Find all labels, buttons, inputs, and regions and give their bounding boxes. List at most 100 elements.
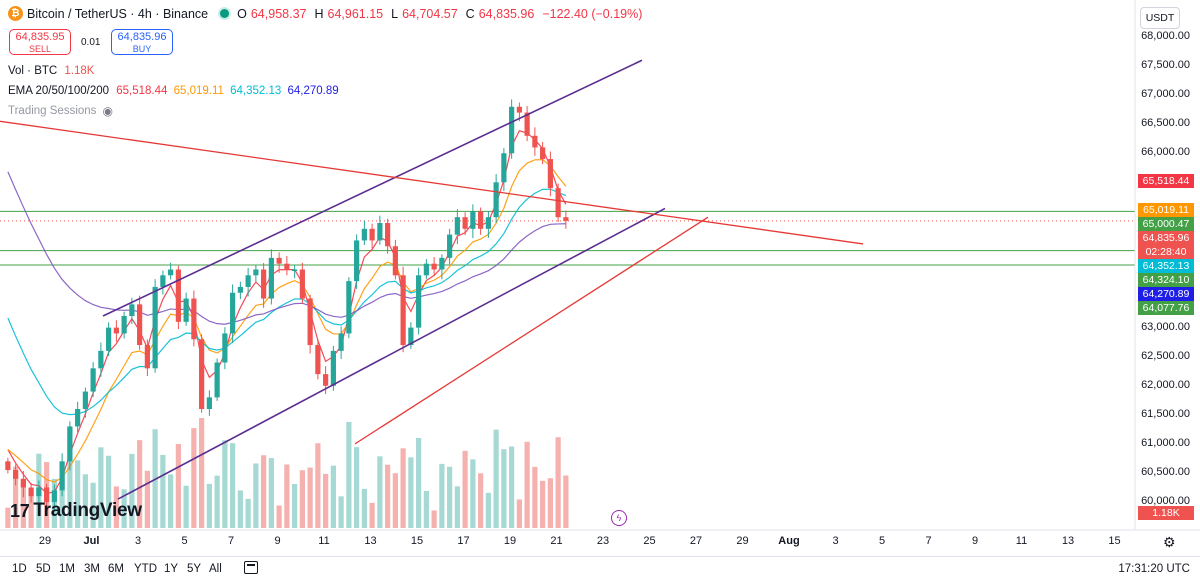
range-button-ytd[interactable]: YTD: [134, 563, 157, 575]
candle-body: [199, 339, 205, 409]
candle-body: [90, 368, 96, 392]
volume-bar: [532, 466, 538, 528]
sell-label: SELL: [28, 44, 52, 54]
volume-bar: [338, 496, 344, 528]
candle-body: [470, 211, 476, 229]
volume-bar: [408, 457, 414, 528]
range-button-1d[interactable]: 1D: [12, 563, 27, 575]
volume-bar: [237, 490, 243, 528]
volume-bar: [431, 510, 437, 528]
symbol-title[interactable]: Bitcoin / TetherUS · 4h · Binance: [27, 6, 209, 21]
price-tick: 63,000.00: [1141, 320, 1190, 333]
candle-body: [555, 188, 561, 218]
ascending-trendline: [354, 216, 709, 445]
descending-trendline: [0, 120, 864, 245]
volume-axis-label: 1.18K: [1138, 506, 1194, 520]
sessions-legend[interactable]: Trading Sessions ◉: [8, 104, 113, 118]
candle-body: [67, 426, 73, 462]
candle-body: [5, 461, 11, 471]
ohlc-open-value: 64,958.37: [250, 6, 307, 21]
volume-bar: [470, 459, 476, 528]
candle-body: [485, 217, 491, 229]
time-tick: Aug: [778, 535, 800, 547]
volume-bar: [20, 480, 26, 528]
candle-body: [540, 147, 546, 160]
time-tick: 23: [596, 535, 610, 547]
time-tick: Jul: [83, 535, 100, 547]
ohlc-high-value: 64,961.15: [327, 6, 384, 21]
sessions-label: Trading Sessions: [8, 105, 97, 117]
calendar-icon[interactable]: [244, 561, 258, 574]
candle-body: [400, 275, 406, 346]
range-button-all[interactable]: All: [209, 563, 222, 575]
price-axis-label: 65,518.44: [1138, 174, 1194, 189]
candle-body: [516, 106, 522, 113]
candle-body: [369, 228, 375, 241]
volume-bar: [5, 507, 11, 528]
candle-body: [299, 269, 305, 299]
volume-bar: [13, 466, 19, 528]
ema100-line: [7, 188, 567, 416]
bottom-toolbar: 1D 5D 1M 3M 6M YTD 1Y 5Y All 17:31:20 UTC: [0, 556, 1200, 582]
symbol-header: ₿ Bitcoin / TetherUS · 4h · Binance O 64,…: [8, 6, 646, 21]
range-button-6m[interactable]: 6M: [108, 563, 124, 575]
volume-bar: [199, 418, 205, 528]
price-chart[interactable]: [0, 0, 1200, 556]
settings-gear-icon[interactable]: ⚙: [1163, 534, 1176, 550]
volume-bar: [462, 450, 468, 528]
time-tick: 17: [457, 535, 470, 547]
candle-body: [377, 223, 383, 241]
eye-off-icon[interactable]: ◉: [102, 104, 113, 118]
candle-body: [408, 327, 414, 346]
buy-button[interactable]: 64,835.96 BUY: [111, 29, 173, 55]
time-tick: 13: [1061, 535, 1075, 547]
candle-body: [137, 304, 143, 346]
candle-body: [338, 333, 344, 351]
volume-bar: [214, 475, 220, 528]
candle-body: [183, 298, 189, 322]
time-tick: 25: [643, 535, 656, 547]
ema-legend-label: EMA 20/50/100/200: [8, 85, 110, 97]
volume-bar: [330, 465, 336, 528]
range-button-1m[interactable]: 1M: [59, 563, 75, 575]
candle-body: [168, 269, 174, 276]
ohlc-close-value: 64,835.96: [478, 6, 535, 21]
price-axis-label: 02:28:40: [1138, 245, 1194, 260]
range-button-5y[interactable]: 5Y: [187, 563, 202, 575]
currency-selector[interactable]: USDT: [1140, 7, 1180, 29]
price-axis-label: 65,019.11: [1138, 203, 1194, 218]
time-tick: 19: [503, 535, 517, 547]
volume-bar: [439, 463, 445, 528]
candle-body: [253, 269, 259, 276]
candle-body: [160, 275, 166, 287]
ohlc-high-label: H: [314, 6, 324, 21]
lightning-icon[interactable]: ϟ: [611, 510, 627, 526]
candle-body: [44, 487, 50, 502]
price-axis-label: 64,077.76: [1138, 301, 1194, 316]
volume-bar: [98, 447, 104, 528]
candle-body: [292, 269, 298, 271]
volume-legend[interactable]: Vol · BTC 1.18K: [8, 65, 94, 77]
price-axis-label: 64,270.89: [1138, 287, 1194, 302]
volume-bar: [369, 502, 375, 528]
ema-legend[interactable]: EMA 20/50/100/200 65,518.44 65,019.11 64…: [8, 85, 339, 97]
ohlc-open-label: O: [237, 6, 247, 21]
utc-clock[interactable]: 17:31:20 UTC: [1118, 563, 1190, 575]
candle-body: [206, 397, 212, 409]
candle-body: [346, 281, 352, 334]
time-tick: 27: [689, 535, 703, 547]
ema200-line: [7, 171, 566, 325]
sell-button[interactable]: 64,835.95 SELL: [9, 29, 71, 55]
candle-body: [392, 246, 398, 276]
volume-bar: [206, 483, 212, 528]
candle-body: [454, 217, 460, 235]
price-tick: 67,000.00: [1141, 88, 1190, 101]
range-button-3m[interactable]: 3M: [84, 563, 100, 575]
time-tick: 3: [134, 535, 142, 547]
volume-bar: [67, 429, 73, 528]
price-tick: 62,000.00: [1141, 378, 1190, 391]
volume-bar: [175, 444, 181, 528]
range-button-5d[interactable]: 5D: [36, 563, 51, 575]
candle-body: [501, 153, 507, 183]
range-button-1y[interactable]: 1Y: [164, 563, 179, 575]
